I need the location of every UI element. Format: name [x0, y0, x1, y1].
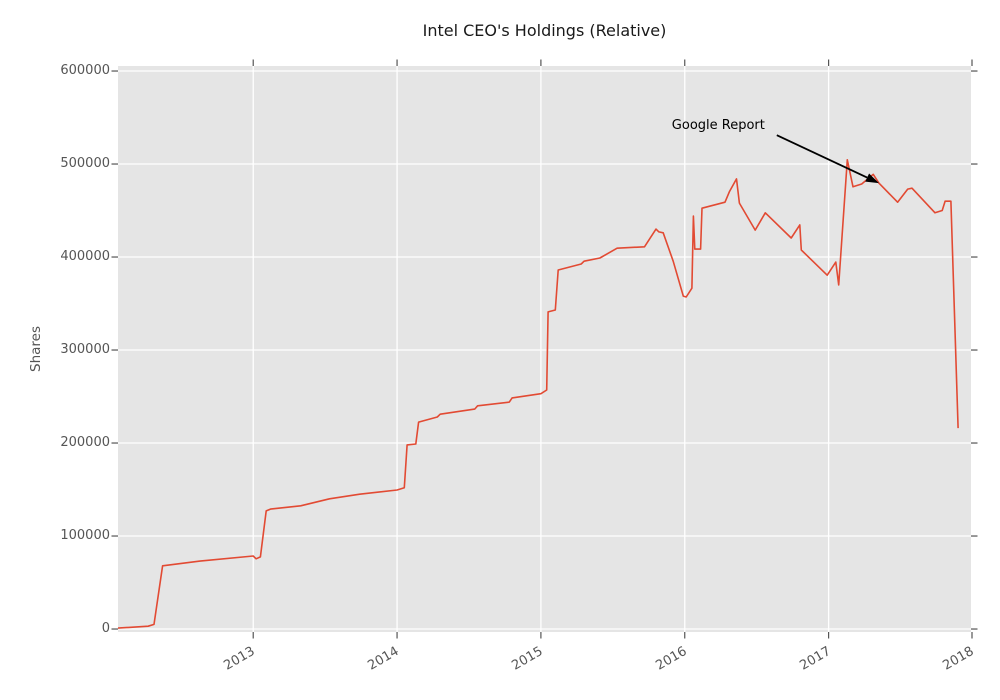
y-tick-label: 0: [101, 621, 110, 637]
y-tick-label: 200000: [60, 435, 110, 451]
y-tick-label: 600000: [60, 63, 110, 79]
y-tick-label: 400000: [60, 249, 110, 265]
gridlines: [118, 66, 971, 632]
annotation-google-report-label: Google Report: [671, 117, 765, 133]
y-tick-label: 500000: [60, 156, 110, 172]
tick-marks: [111, 59, 978, 639]
series-line: [117, 159, 959, 629]
annotation-arrow: [776, 134, 879, 184]
y-tick-label: 300000: [60, 342, 110, 358]
chart-title: Intel CEO's Holdings (Relative): [422, 21, 667, 40]
y-tick-label: 100000: [60, 528, 110, 544]
